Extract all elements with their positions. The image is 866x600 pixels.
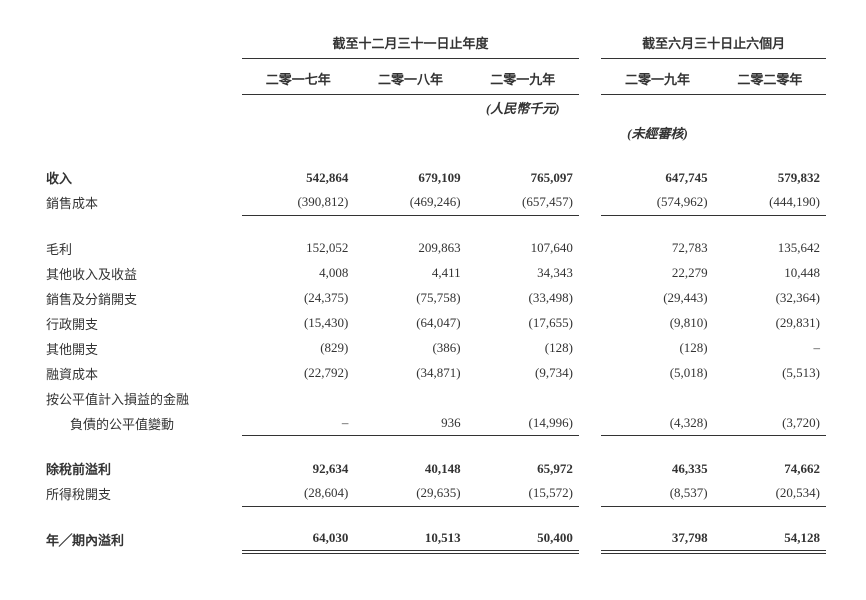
row-revenue: 收入 542,864 679,109 765,097 647,745 579,8… bbox=[40, 165, 826, 190]
row-other-exp: 其他開支 (829) (386) (128) (128) – bbox=[40, 336, 826, 361]
label-finance: 融資成本 bbox=[40, 361, 242, 386]
currency-note: (人民幣千元) bbox=[467, 95, 579, 121]
col-2018: 二零一八年 bbox=[354, 59, 466, 95]
label-cogs: 銷售成本 bbox=[40, 190, 242, 215]
row-net: 年╱期內溢利 64,030 10,513 50,400 37,798 54,12… bbox=[40, 527, 826, 552]
unaudited-note: (未經審核) bbox=[601, 120, 713, 145]
period1-header: 截至十二月三十一日止年度 bbox=[242, 30, 579, 59]
label-pretax: 除稅前溢利 bbox=[40, 456, 242, 481]
row-selling: 銷售及分銷開支 (24,375) (75,758) (33,498) (29,4… bbox=[40, 286, 826, 311]
financial-table: 截至十二月三十一日止年度 截至六月三十日止六個月 二零一七年 二零一八年 二零一… bbox=[40, 30, 826, 554]
row-admin: 行政開支 (15,430) (64,047) (17,655) (9,810) … bbox=[40, 311, 826, 336]
row-finance: 融資成本 (22,792) (34,871) (9,734) (5,018) (… bbox=[40, 361, 826, 386]
row-tax: 所得稅開支 (28,604) (29,635) (15,572) (8,537)… bbox=[40, 481, 826, 506]
period2-header: 截至六月三十日止六個月 bbox=[601, 30, 826, 59]
label-selling: 銷售及分銷開支 bbox=[40, 286, 242, 311]
label-tax: 所得稅開支 bbox=[40, 481, 242, 506]
label-other-income: 其他收入及收益 bbox=[40, 261, 242, 286]
label-fv2: 負債的公平值變動 bbox=[40, 411, 242, 436]
col-h2019: 二零一九年 bbox=[601, 59, 713, 95]
label-net: 年╱期內溢利 bbox=[40, 527, 242, 552]
label-gross: 毛利 bbox=[40, 236, 242, 261]
label-admin: 行政開支 bbox=[40, 311, 242, 336]
col-2019: 二零一九年 bbox=[467, 59, 579, 95]
row-gross: 毛利 152,052 209,863 107,640 72,783 135,64… bbox=[40, 236, 826, 261]
row-pretax: 除稅前溢利 92,634 40,148 65,972 46,335 74,662 bbox=[40, 456, 826, 481]
label-fv1: 按公平值計入損益的金融 bbox=[40, 386, 242, 411]
label-revenue: 收入 bbox=[40, 165, 242, 190]
row-fv1: 按公平值計入損益的金融 bbox=[40, 386, 826, 411]
col-2017: 二零一七年 bbox=[242, 59, 354, 95]
row-other-income: 其他收入及收益 4,008 4,411 34,343 22,279 10,448 bbox=[40, 261, 826, 286]
label-other-exp: 其他開支 bbox=[40, 336, 242, 361]
row-fv2: 負債的公平值變動 – 936 (14,996) (4,328) (3,720) bbox=[40, 411, 826, 436]
col-h2020: 二零二零年 bbox=[714, 59, 826, 95]
row-cogs: 銷售成本 (390,812) (469,246) (657,457) (574,… bbox=[40, 190, 826, 215]
